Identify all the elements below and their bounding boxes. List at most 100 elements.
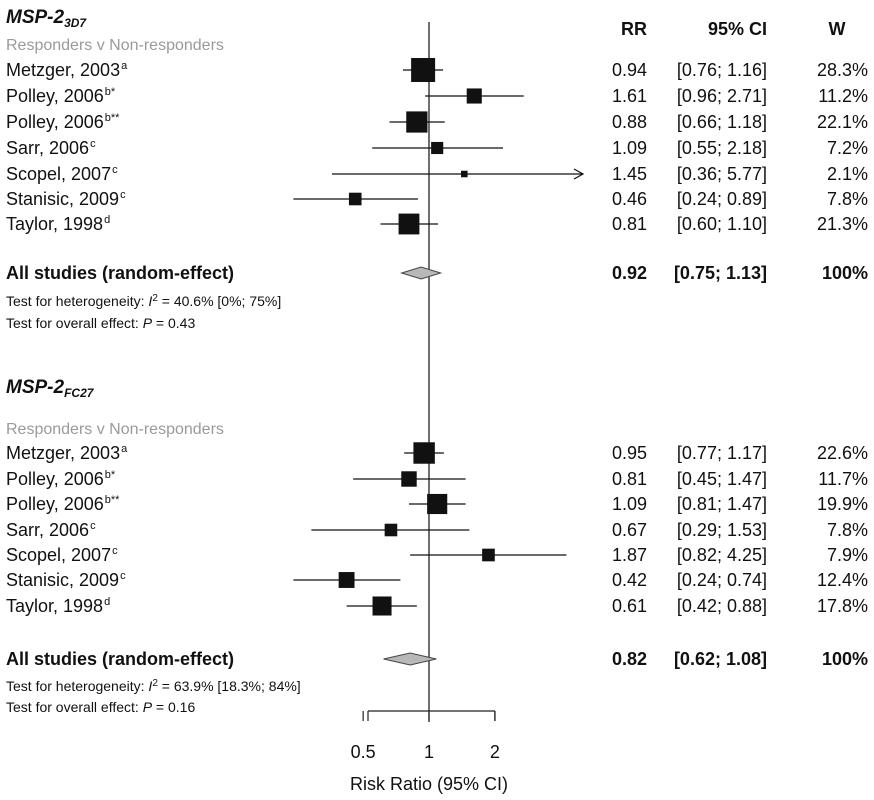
group-1-study-7-label: Taylor, 1998d [6, 215, 110, 234]
group-1-summary-rr: 0.92 [611, 263, 647, 283]
group-1-heterogeneity: Test for heterogeneity: I2 = 40.6% [0%; … [6, 294, 281, 309]
group-1-study-3-rr: 0.88 [611, 112, 647, 132]
column-header-rr: RR [621, 19, 647, 39]
group-1-study-4-rr: 1.09 [611, 138, 647, 158]
group-2-study-4-w: 7.8% [826, 520, 868, 540]
group-1-study-5-note: c [112, 164, 118, 176]
group-1-study-6-label: Stanisic, 2009c [6, 190, 126, 209]
group-2-study-6-w: 12.4% [816, 570, 868, 590]
group-1-study-4-name: Sarr, 2006 [6, 138, 90, 158]
group-2-study-5-name: Scopel, 2007 [6, 545, 112, 565]
group-1-study-2-rr: 1.61 [611, 86, 647, 106]
group-2-study-3-note: b** [104, 494, 120, 506]
group-1-study-5-ci-arrow [573, 168, 585, 180]
group-1-study-2-w: 11.2% [818, 86, 868, 106]
group-2-heterogeneity: Test for heterogeneity: I2 = 63.9% [18.3… [6, 678, 301, 694]
group-2-study-2-note: b* [104, 469, 116, 481]
group-1-study-5-rr: 1.45 [611, 164, 647, 184]
group-2-title-sub: FC27 [64, 386, 94, 400]
group-1-study-6-rr: 0.46 [611, 189, 647, 209]
group-2-heterogeneity-prefix: Test for heterogeneity: [6, 678, 149, 694]
group-1-study-4-note: c [90, 138, 96, 150]
group-2-study-4-label: Sarr, 2006c [6, 520, 96, 540]
group-1-study-5-w: 2.1% [826, 164, 868, 184]
group-2-study-1-note: a [121, 443, 128, 455]
group-1-study-4-label: Sarr, 2006c [6, 138, 96, 158]
group-2-heterogeneity-stat: I [148, 678, 153, 694]
group-1-study-2-note: b* [104, 86, 116, 98]
group-1-study-5-marker [461, 170, 468, 178]
group-1-subtitle: Responders v Non-responders [6, 37, 224, 54]
group-2-study-2-ci: [0.45; 1.47] [676, 469, 767, 489]
group-2-study-5-marker [482, 548, 495, 562]
group-2-title: MSP-2FC27 [6, 378, 93, 399]
group-2-study-7-label: Taylor, 1998d [6, 596, 111, 616]
group-2-study-5-rr: 1.87 [611, 545, 647, 565]
group-1-summary-diamond [399, 266, 443, 280]
group-2-study-6-name: Stanisic, 2009 [6, 570, 120, 590]
group-2-study-1-w: 22.6% [816, 443, 868, 463]
group-1-summary-w: 100% [821, 263, 868, 283]
x-tick-label-2: 1 [423, 742, 435, 762]
group-2-study-1-label: Metzger, 2003a [6, 443, 128, 463]
group-2-study-2-name: Polley, 2006 [6, 469, 104, 489]
group-2-study-5-w: 7.9% [826, 545, 868, 565]
group-2-study-6-note: c [120, 570, 126, 582]
group-2-study-3-ci: [0.81; 1.47] [676, 494, 767, 514]
group-1-study-4-w: 7.2% [826, 138, 868, 158]
group-1-study-6-w: 7.8% [826, 189, 868, 209]
group-1-study-1-label: Metzger, 2003a [6, 60, 128, 80]
group-2-study-4-ci: [0.29; 1.53] [676, 520, 767, 540]
group-1-overall-effect: Test for overall effect: P = 0.43 [6, 316, 195, 330]
group-1-study-6-ci: [0.24; 0.89] [676, 189, 767, 209]
group-1-study-1-ci: [0.76; 1.16] [676, 60, 767, 80]
group-1-study-5-label: Scopel, 2007c [6, 164, 118, 184]
group-2-overall-effect: Test for overall effect: P = 0.16 [6, 700, 195, 714]
group-1-study-4-marker [431, 141, 444, 155]
group-2-study-7-ci: [0.42; 0.88] [676, 596, 767, 616]
group-2-study-1-rr: 0.95 [611, 443, 647, 463]
group-1-study-5-ci: [0.36; 5.77] [676, 164, 767, 184]
group-2-summary-w: 100% [821, 649, 868, 669]
group-2-summary-rr: 0.82 [611, 649, 647, 669]
group-2-study-2-marker [401, 471, 417, 487]
group-2-study-2-w: 11.7% [818, 469, 868, 489]
group-2-overall-value: = 0.16 [152, 699, 196, 715]
group-2-summary-label: All studies (random-effect) [6, 649, 235, 669]
group-2-study-4-note: c [90, 520, 96, 532]
group-1-study-1-marker [411, 58, 436, 82]
group-2-study-4-rr: 0.67 [611, 520, 647, 540]
group-2-study-3-label: Polley, 2006b** [6, 494, 120, 514]
group-1-study-7-rr: 0.81 [611, 214, 647, 234]
group-2-study-3-name: Polley, 2006 [6, 494, 104, 514]
group-2-study-7-name: Taylor, 1998 [6, 596, 104, 616]
group-2-subtitle: Responders v Non-responders [6, 421, 224, 438]
group-1-study-2-label: Polley, 2006b* [6, 86, 116, 106]
group-2-study-6-rr: 0.42 [611, 570, 647, 590]
group-2-heterogeneity-exp: 2 [152, 678, 158, 689]
group-2-study-5-label: Scopel, 2007c [6, 545, 118, 565]
group-2-study-7-w: 17.8% [816, 596, 868, 616]
group-1-study-2-ci: [0.96; 2.71] [676, 86, 767, 106]
group-1-study-1-note: a [121, 60, 128, 72]
group-1-study-3-marker [406, 111, 428, 133]
group-2-study-6-label: Stanisic, 2009c [6, 570, 126, 590]
group-1-title-main: MSP-2 [6, 7, 65, 28]
group-1-study-4-ci: [0.55; 2.18] [676, 138, 767, 158]
group-1-study-1-name: Metzger, 2003 [6, 60, 121, 80]
group-1-study-3-name: Polley, 2006 [6, 112, 104, 132]
group-2-study-7-note: d [104, 596, 111, 608]
group-2-study-3-w: 19.9% [816, 494, 868, 514]
group-2-study-1-marker [413, 442, 435, 464]
group-2-study-6-marker [338, 572, 355, 588]
group-2-summary-diamond [383, 652, 437, 666]
group-1-overall-value: = 0.43 [152, 315, 196, 331]
group-1-study-1-w: 28.3% [816, 60, 868, 80]
group-2-heterogeneity-value: = 63.9% [18.3%; 84%] [157, 678, 301, 694]
x-tick-label-3: 2 [489, 742, 500, 762]
group-2-study-6-ci: [0.24; 0.74] [676, 570, 767, 590]
group-2-study-5-note: c [112, 545, 118, 557]
group-2-overall-prefix: Test for overall effect: [6, 699, 143, 715]
group-1-summary-label: All studies (random-effect) [6, 263, 235, 283]
